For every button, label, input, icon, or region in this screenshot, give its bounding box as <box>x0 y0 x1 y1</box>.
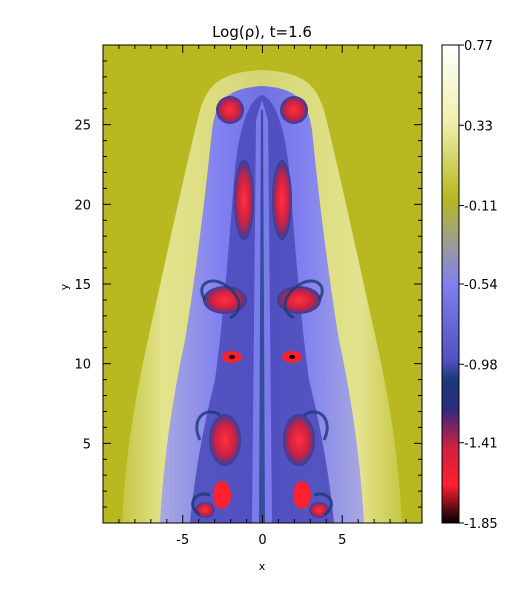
colorbar-tick-label: 0.77 <box>464 39 493 54</box>
x-tick-label: -5 <box>176 533 189 548</box>
x-tick-label: 0 <box>258 533 266 548</box>
jet-axis <box>259 110 265 523</box>
y-tick-label: 5 <box>83 437 91 452</box>
colorbar-tick-label: -0.11 <box>464 200 498 215</box>
colorbar-tick-label: -1.41 <box>464 437 498 452</box>
x-tick-label: 5 <box>338 533 346 548</box>
density-map <box>103 45 422 523</box>
x-axis-ticks: -5 0 5 <box>102 45 423 548</box>
colorbar-tick-label: 0.33 <box>464 119 493 134</box>
y-tick-label: 25 <box>74 119 91 134</box>
y-tick-label: 20 <box>74 198 91 213</box>
colorbar-tick-label: -1.85 <box>464 517 498 532</box>
y-axis-label: y <box>58 283 71 290</box>
colorbar <box>441 44 460 524</box>
vortex-lobes <box>191 279 333 517</box>
y-axis-ticks: 5 10 15 20 25 <box>74 44 422 524</box>
y-tick-label: 10 <box>74 358 91 373</box>
y-tick-label: 15 <box>74 278 91 293</box>
colorbar-tick-label: -0.54 <box>464 278 498 293</box>
dense-clumps <box>195 96 329 518</box>
plot-title: Log(ρ), t=1.6 <box>212 23 312 41</box>
colorbar-tick-label: -0.98 <box>464 358 498 373</box>
colorbar-labels: 0.77 0.33 -0.11 -0.54 -0.98 -1.41 -1.85 <box>459 39 498 532</box>
x-axis-label: x <box>259 560 266 573</box>
